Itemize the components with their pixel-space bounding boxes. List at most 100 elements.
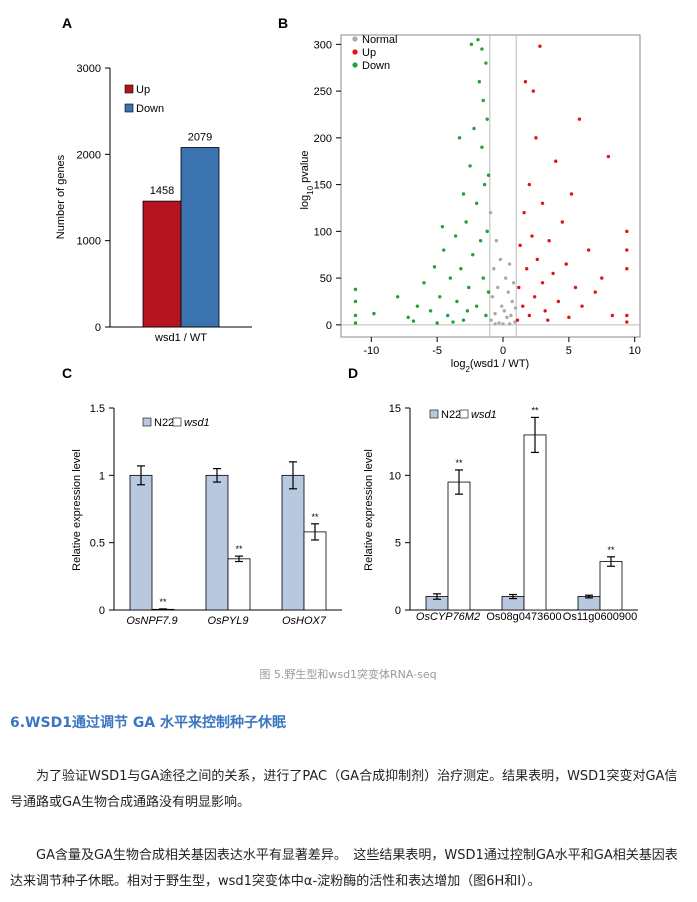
point <box>625 313 629 318</box>
error-bar <box>289 461 297 490</box>
point <box>411 319 416 323</box>
point <box>525 267 529 271</box>
x-tick-label: OsHOX7 <box>282 615 327 627</box>
legend-swatch <box>124 103 134 113</box>
point <box>474 201 479 205</box>
paragraph: 为了验证WSD1与GA途径之间的关系，进行了PAC（GA合成抑制剂）治疗测定。结… <box>10 769 678 810</box>
label-part: pvalue <box>299 150 311 185</box>
error-bar <box>509 593 517 600</box>
point <box>395 295 400 299</box>
y-tick-label: 0 <box>99 605 105 617</box>
bar <box>577 596 601 611</box>
point <box>457 136 462 140</box>
x-tick-label: OsPYL9 <box>208 615 249 627</box>
label-part: log <box>299 195 311 210</box>
point <box>586 248 591 252</box>
label-part: 10 <box>306 185 315 194</box>
point <box>530 234 534 238</box>
point <box>481 98 485 103</box>
point <box>505 315 509 320</box>
figure: 图 5.野生型和wsd1突变体RNA-seq A0100020003000wsd… <box>55 15 641 681</box>
bar <box>180 147 220 328</box>
point <box>465 309 470 313</box>
point <box>489 318 493 322</box>
bar <box>227 558 251 611</box>
point <box>353 313 358 318</box>
point <box>468 164 472 168</box>
point <box>556 299 561 304</box>
legend-label: Down <box>136 103 164 115</box>
error-bar <box>213 468 221 483</box>
point <box>490 295 495 299</box>
point <box>422 281 426 285</box>
point <box>493 311 497 316</box>
y-tick-label: 150 <box>314 180 332 192</box>
label-part: 2 <box>465 365 470 374</box>
point <box>469 42 474 47</box>
bar <box>303 531 327 611</box>
legend-label: wsd1 <box>184 417 210 429</box>
point <box>486 173 491 177</box>
point <box>625 267 629 271</box>
point <box>517 285 521 290</box>
point <box>513 320 517 324</box>
point <box>506 290 510 294</box>
panel-letter: A <box>62 15 72 31</box>
point <box>494 238 499 243</box>
legend-label: Down <box>362 60 390 72</box>
point <box>600 276 604 280</box>
y-tick-label: 0 <box>395 605 401 617</box>
point <box>540 201 545 205</box>
legend-label: N22 <box>441 409 461 421</box>
x-tick-label: OsNPF7.9 <box>126 615 177 627</box>
point <box>538 44 542 48</box>
point <box>547 238 551 243</box>
y-tick-label: 1.5 <box>90 403 105 415</box>
point <box>496 285 500 290</box>
error-bar <box>433 593 441 600</box>
plot-frame <box>340 34 641 338</box>
point <box>461 192 466 196</box>
point <box>523 80 528 84</box>
point <box>464 220 468 224</box>
x-tick-label: Os11g0600900 <box>563 611 637 623</box>
point <box>478 238 483 243</box>
point <box>499 304 504 308</box>
x-tick-label: 10 <box>629 345 641 357</box>
y-tick-label: 0 <box>326 320 332 332</box>
error-bar <box>531 416 539 454</box>
legend-label: wsd1 <box>471 409 497 421</box>
y-tick-label: 100 <box>314 226 332 238</box>
point <box>445 313 450 318</box>
point <box>503 276 508 280</box>
point <box>459 267 463 271</box>
point <box>522 210 526 215</box>
x-tick-label: 0 <box>500 345 506 357</box>
paragraph: GA含量及GA生物合成相关基因表达水平有显著差异。 这些结果表明，WSD1通过控… <box>10 848 678 889</box>
point <box>440 224 445 229</box>
legend-label: N22 <box>154 417 174 429</box>
point <box>511 281 516 285</box>
bar <box>142 200 182 328</box>
significance-label: ** <box>607 545 615 555</box>
point <box>515 318 520 322</box>
point <box>540 281 545 285</box>
axis-label: Relative expression level <box>363 449 375 571</box>
figure-caption: 图 5.野生型和wsd1突变体RNA-seq <box>259 667 436 681</box>
bar <box>447 481 471 611</box>
point <box>492 267 496 271</box>
significance-label: ** <box>235 544 243 554</box>
y-tick-label: 15 <box>389 403 401 415</box>
point <box>372 311 376 316</box>
x-tick-label: -5 <box>432 345 442 357</box>
point <box>484 61 488 65</box>
point <box>498 257 503 262</box>
y-tick-label: 50 <box>320 273 332 285</box>
point <box>513 306 518 310</box>
error-bar <box>137 465 145 486</box>
point <box>481 276 485 280</box>
error-bar <box>607 556 615 567</box>
x-tick-label: -10 <box>363 345 379 357</box>
point <box>625 248 629 252</box>
point <box>593 290 597 294</box>
